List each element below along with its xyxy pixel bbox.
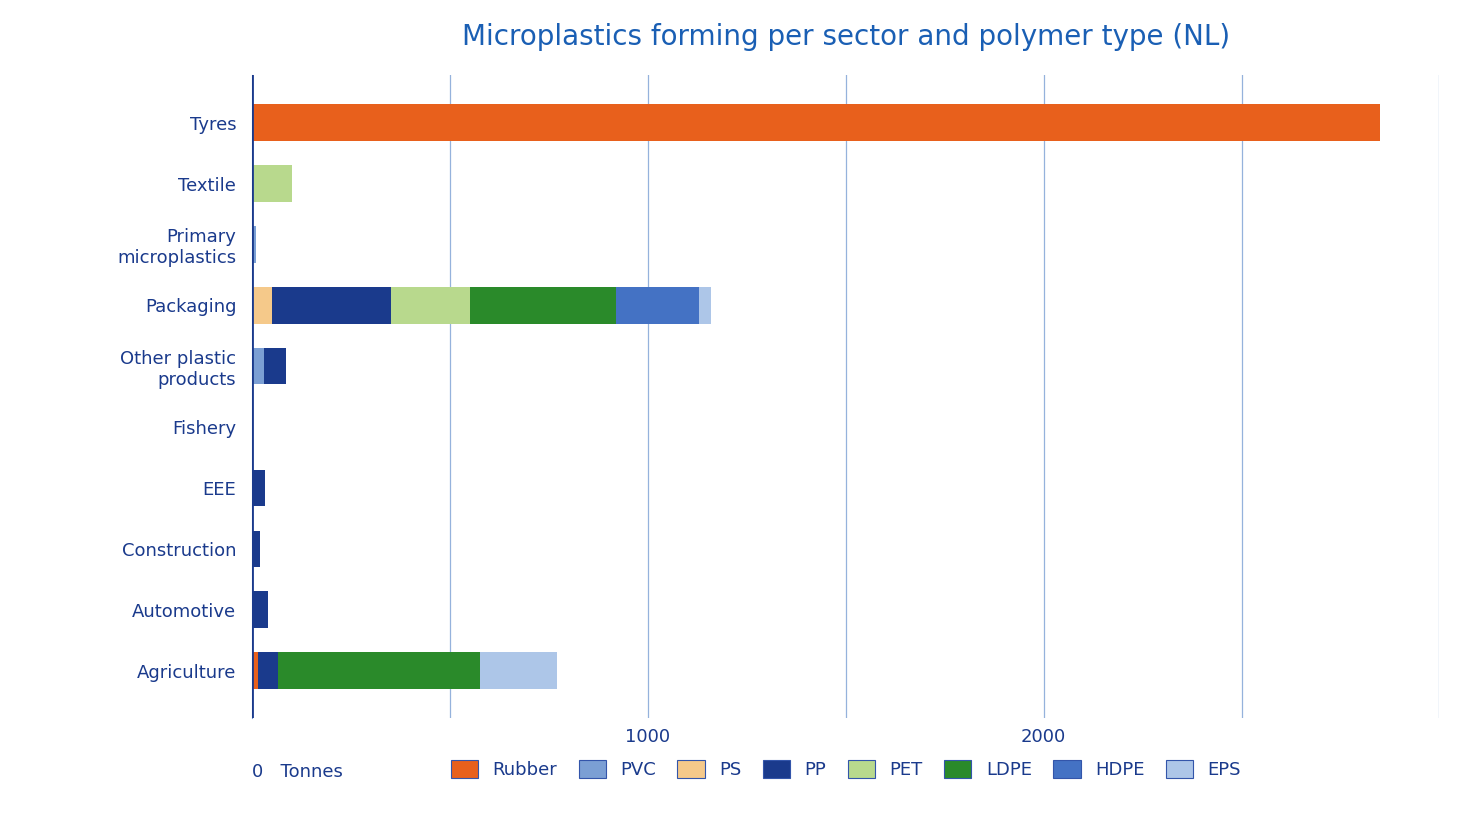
Bar	[479, 652, 556, 689]
Bar	[258, 652, 278, 689]
Bar	[252, 469, 266, 506]
Bar	[252, 165, 292, 202]
Bar	[252, 348, 264, 384]
Bar	[252, 591, 269, 628]
Bar	[272, 287, 390, 323]
Bar	[252, 652, 258, 689]
Bar	[264, 348, 286, 384]
Bar	[470, 287, 616, 323]
Bar	[699, 287, 711, 323]
Bar	[252, 104, 1380, 141]
Legend: Rubber, PVC, PS, PP, PET, LDPE, HDPE, EPS: Rubber, PVC, PS, PP, PET, LDPE, HDPE, EP…	[444, 752, 1248, 787]
Bar	[252, 530, 260, 567]
Bar	[252, 226, 257, 263]
Bar	[390, 287, 470, 323]
Bar	[252, 287, 272, 323]
Bar	[616, 287, 699, 323]
Title: Microplastics forming per sector and polymer type (NL): Microplastics forming per sector and pol…	[462, 23, 1230, 51]
Bar	[278, 652, 479, 689]
Text: 0   Tonnes: 0 Tonnes	[252, 763, 343, 781]
